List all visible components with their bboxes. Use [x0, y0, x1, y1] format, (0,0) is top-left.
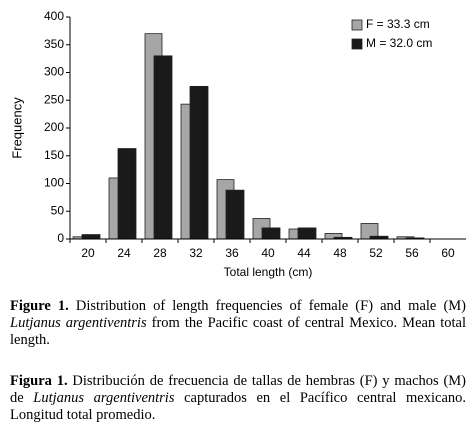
x-tick-label: 48 [333, 246, 347, 260]
x-tick-label: 24 [117, 246, 131, 260]
x-tick-label: 52 [369, 246, 383, 260]
x-tick-label: 20 [81, 246, 95, 260]
bar [225, 189, 245, 240]
legend-label: M = 32.0 cm [366, 36, 432, 50]
caption-label: Figure 1. [10, 298, 69, 314]
caption-text: Distribution of length frequencies of fe… [75, 298, 467, 314]
y-tick-label: 300 [44, 65, 64, 79]
caption-species: Lutjanus argentiventris [33, 390, 175, 406]
legend-swatch [351, 38, 363, 50]
x-tick-label: 44 [297, 246, 311, 260]
y-tick-label: 250 [44, 92, 64, 106]
caption-text: from the Pacific coast of central Mexico… [10, 315, 466, 348]
bar [81, 234, 101, 240]
x-axis-label: Total length (cm) [224, 265, 313, 279]
y-tick-label: 400 [44, 9, 64, 23]
x-tick-label: 36 [225, 246, 239, 260]
y-tick-label: 150 [44, 148, 64, 162]
x-tick-label: 60 [441, 246, 455, 260]
caption-es: Figura 1. Distribución de frecuencia de … [10, 373, 466, 424]
y-tick-label: 100 [44, 176, 64, 190]
x-tick-label: 28 [153, 246, 167, 260]
caption-label: Figura 1. [10, 373, 68, 389]
caption-text: capturados en el Pacífico central mexica… [10, 390, 467, 423]
legend-swatch [351, 19, 363, 31]
y-tick-label: 0 [57, 231, 64, 245]
bar [261, 227, 281, 240]
chart: Frequency Total length (cm) 0 50 100 150 200… [9, 9, 466, 279]
legend-label: F = 33.3 cm [366, 17, 430, 31]
bar [117, 148, 137, 240]
caption-species: Lutjanus argentiventris [10, 315, 147, 331]
bar [297, 227, 317, 240]
bar [153, 55, 173, 240]
caption-text: Distribución de frecuencia de tallas de … [10, 373, 467, 406]
y-tick-label: 350 [44, 37, 64, 51]
caption-en: Figure 1. Distribution of length frequen… [10, 298, 466, 349]
x-tick-label: 40 [261, 246, 275, 260]
y-tick-label: 200 [44, 120, 64, 134]
bar [189, 85, 209, 240]
y-axis-label: Frequency [9, 97, 24, 159]
y-tick-label: 50 [51, 203, 65, 217]
x-tick-label: 32 [189, 246, 203, 260]
x-tick-label: 56 [405, 246, 419, 260]
